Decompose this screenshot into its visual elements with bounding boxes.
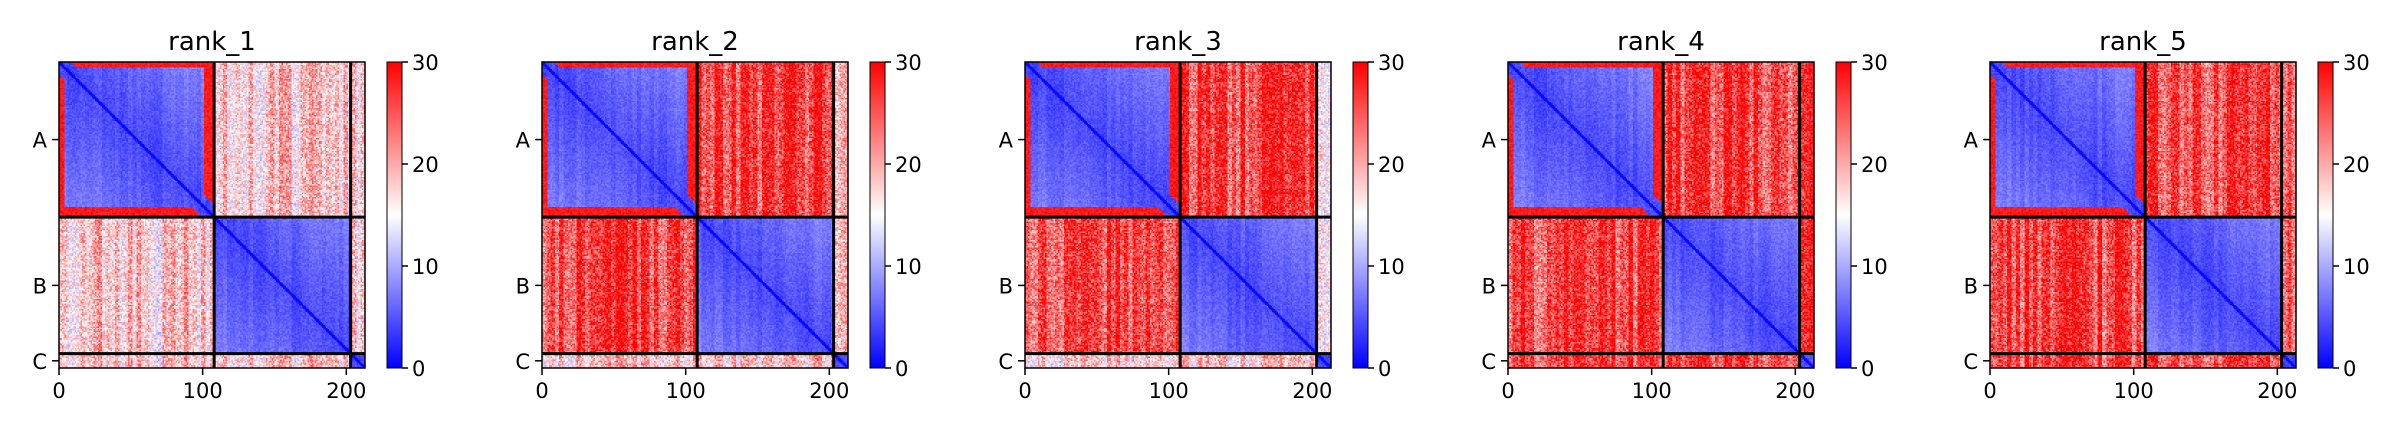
colorbar-gradient	[869, 61, 886, 369]
chain-label-c: C	[32, 350, 47, 374]
plot-title: rank_3	[1134, 27, 1222, 57]
x-tick-label: 200	[326, 379, 366, 403]
x-tick-label: 200	[1292, 379, 1332, 403]
colorbar-tick-label: 10	[412, 255, 439, 279]
plot-frame	[541, 61, 849, 369]
colorbar-tick-label: 10	[1861, 255, 1888, 279]
chain-label-a: A	[516, 129, 531, 153]
chain-label-a: A	[1964, 129, 1979, 153]
x-tick-label: 200	[809, 379, 849, 403]
colorbar-tick-label: 30	[895, 51, 922, 75]
heatmap-cells	[1025, 62, 1331, 368]
x-tick-label: 0	[1501, 379, 1514, 403]
chain-label-a: A	[999, 129, 1014, 153]
plot-frame	[1989, 61, 2297, 369]
chain-label-c: C	[998, 350, 1013, 374]
colorbar-tick-label: 10	[895, 255, 922, 279]
x-tick-label: 0	[1983, 379, 1996, 403]
colorbar-gradient	[2317, 61, 2334, 369]
chain-label-b: B	[516, 274, 530, 298]
colorbar: 0 10 20 30	[2317, 51, 2370, 381]
plot-title: rank_4	[1617, 27, 1705, 57]
colorbar-tick-label: 20	[1378, 153, 1405, 177]
colorbar: 0 10 20 30	[386, 51, 439, 381]
colorbar-tick-label: 0	[1378, 357, 1391, 381]
x-tick-label: 100	[183, 379, 223, 403]
x-tick-label: 200	[1775, 379, 1815, 403]
colorbar-gradient	[386, 61, 403, 369]
x-tick-label: 100	[666, 379, 706, 403]
colorbar-tick-label: 0	[2343, 357, 2356, 381]
colorbar-tick-label: 0	[412, 357, 425, 381]
x-tick-label: 0	[535, 379, 548, 403]
chain-label-b: B	[1964, 274, 1978, 298]
chain-label-c: C	[515, 350, 530, 374]
colorbar-gradient	[1835, 61, 1852, 369]
colorbar-tick-label: 0	[1861, 357, 1874, 381]
heatmap-cells	[1990, 62, 2296, 368]
colorbar: 0 10 20 30	[1835, 51, 1888, 381]
plot-title: rank_5	[2099, 27, 2187, 57]
chain-label-b: B	[1482, 274, 1496, 298]
colorbar-tick-label: 0	[895, 357, 908, 381]
chain-label-b: B	[999, 274, 1013, 298]
x-tick-label: 100	[2114, 379, 2154, 403]
colorbar-tick-label: 10	[2343, 255, 2370, 279]
colorbar-tick-label: 30	[1861, 51, 1888, 75]
chain-label-c: C	[1963, 350, 1978, 374]
heatmap-cells	[542, 62, 848, 368]
plot-frame	[1507, 61, 1815, 369]
colorbar-tick-label: 30	[2343, 51, 2370, 75]
colorbar: 0 10 20 30	[869, 51, 922, 381]
chain-label-b: B	[33, 274, 47, 298]
colorbar-gradient	[1352, 61, 1369, 369]
plot-frame	[58, 61, 366, 369]
colorbar-tick-label: 20	[2343, 153, 2370, 177]
chain-label-a: A	[33, 129, 48, 153]
plot-title: rank_2	[651, 27, 739, 57]
colorbar-tick-label: 20	[895, 153, 922, 177]
colorbar-tick-label: 10	[1378, 255, 1405, 279]
x-tick-label: 200	[2257, 379, 2297, 403]
chain-label-c: C	[1481, 350, 1496, 374]
x-tick-label: 100	[1632, 379, 1672, 403]
plot-frame	[1024, 61, 1332, 369]
x-tick-label: 0	[1018, 379, 1031, 403]
colorbar: 0 10 20 30	[1352, 51, 1405, 381]
plot-title: rank_1	[168, 27, 256, 57]
x-tick-label: 0	[52, 379, 65, 403]
chain-label-a: A	[1482, 129, 1497, 153]
heatmap-cells	[59, 62, 365, 368]
colorbar-tick-label: 20	[412, 153, 439, 177]
colorbar-tick-label: 30	[1378, 51, 1405, 75]
colorbar-tick-label: 30	[412, 51, 439, 75]
colorbar-tick-label: 20	[1861, 153, 1888, 177]
heatmap-cells	[1508, 62, 1814, 368]
x-tick-label: 100	[1149, 379, 1189, 403]
